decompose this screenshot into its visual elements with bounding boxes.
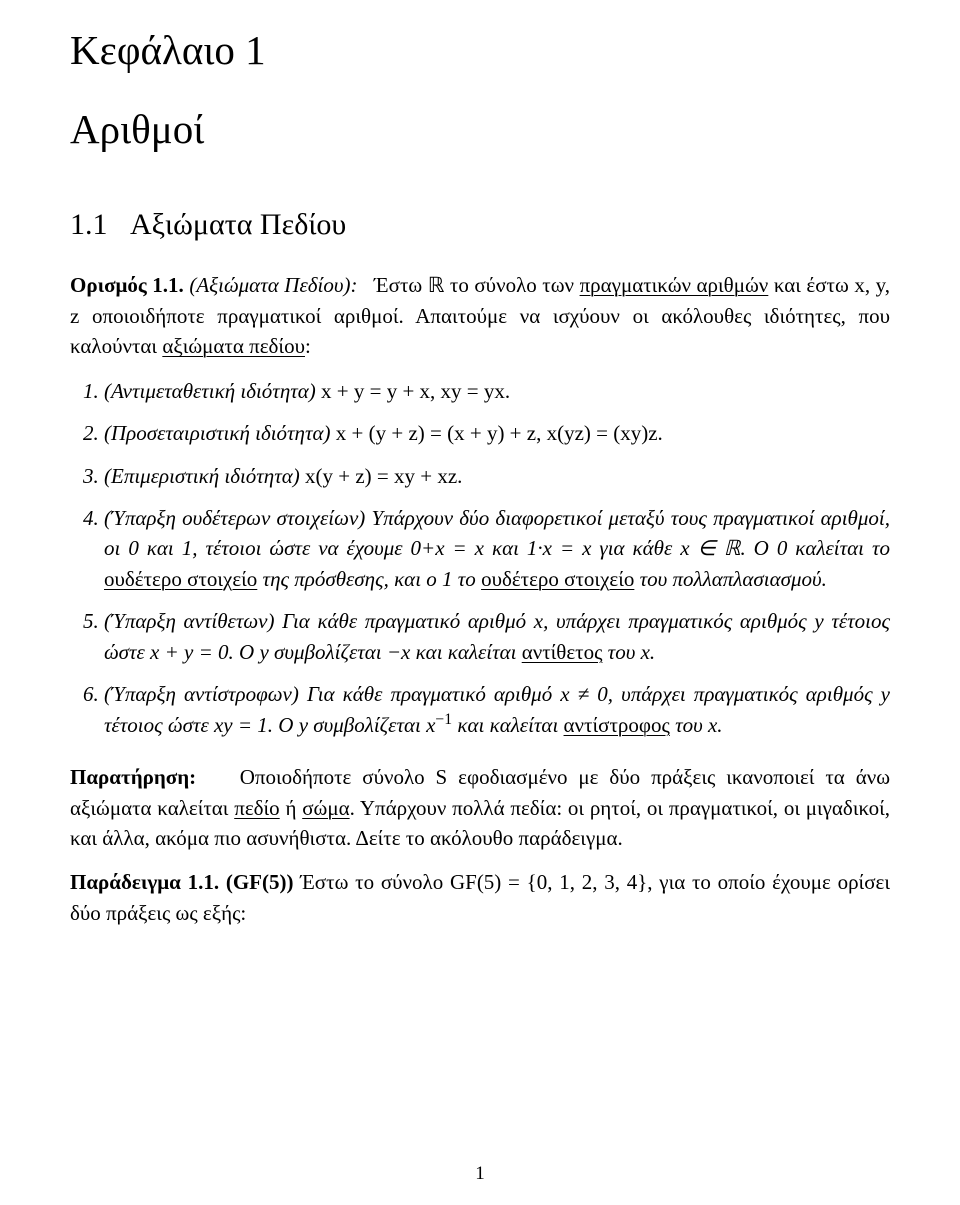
example-head: Παράδειγμα 1.1. (GF(5)) [70,870,293,894]
list-item: (Αντιμεταθετική ιδιότητα) x + y = y + x,… [104,376,890,406]
list-item: (Ύπαρξη αντίστροφων) Για κάθε πραγματικό… [104,679,890,740]
definition-head: Ορισμός 1.1. [70,273,184,297]
definition-underline-1: πραγματικών αριθμών [580,273,769,297]
definition-body-3: : [305,334,311,358]
definition-underline-2: αξιώματα πεδίου [162,334,305,358]
axiom-name: (Ύπαρξη ουδέτερων στοιχείων) [104,506,365,530]
axiom-text-c: του πολλαπλασιασμού. [634,567,827,591]
axiom-name: (Προσεταιριστική ιδιότητα) [104,421,331,445]
section-title: Αξιώματα Πεδίου [130,208,346,241]
axiom-name: (Αντιμεταθετική ιδιότητα) [104,379,316,403]
page: Κεφάλαιο 1 Αριθμοί 1.1 Αξιώματα Πεδίου Ο… [0,0,960,1205]
remark-underline-b: σώμα [302,796,349,820]
definition-paren: (Αξιώματα Πεδίου): [189,273,357,297]
definition-paragraph: Ορισμός 1.1. (Αξιώματα Πεδίου): Έστω ℝ τ… [70,270,890,361]
section-heading: 1.1 Αξιώματα Πεδίου [70,208,890,242]
axiom-text-b: και καλείται [452,713,563,737]
axiom-formula: x + y = y + x, xy = yx. [316,379,510,403]
axiom-list: (Αντιμεταθετική ιδιότητα) x + y = y + x,… [70,376,890,740]
axiom-name: (Ύπαρξη αντίστροφων) [104,682,299,706]
list-item: (Ύπαρξη ουδέτερων στοιχείων) Υπάρχουν δύ… [104,503,890,594]
remark-underline-a: πεδίο [234,796,279,820]
remark-head: Παρατήρηση: [70,765,196,789]
axiom-formula: x + (y + z) = (x + y) + z, x(yz) = (xy)z… [331,421,663,445]
list-item: (Ύπαρξη αντίθετων) Για κάθε πραγματικό α… [104,606,890,667]
example-paragraph: Παράδειγμα 1.1. (GF(5)) Έστω το σύνολο G… [70,867,890,928]
chapter-title: Αριθμοί [70,105,890,154]
axiom-text-b: του x. [602,640,655,664]
axiom-text-b: της πρόσθεσης, και ο 1 το [257,567,481,591]
list-item: (Επιμεριστική ιδιότητα) x(y + z) = xy + … [104,461,890,491]
remark-paragraph: Παρατήρηση: Οποιοδήποτε σύνολο S εφοδιασ… [70,762,890,853]
axiom-text-c: του x. [670,713,723,737]
page-number: 1 [0,1163,960,1185]
axiom-formula: x(y + z) = xy + xz. [300,464,463,488]
definition-body-1: Έστω ℝ το σύνολο των [374,273,580,297]
chapter-label: Κεφάλαιο 1 [70,26,890,75]
axiom-underline-a: αντίθετος [522,640,603,664]
axiom-name: (Ύπαρξη αντίθετων) [104,609,275,633]
axiom-underline-a: ουδέτερο στοιχείο [104,567,257,591]
list-item: (Προσεταιριστική ιδιότητα) x + (y + z) =… [104,418,890,448]
axiom-name: (Επιμεριστική ιδιότητα) [104,464,300,488]
section-number: 1.1 [70,208,108,241]
axiom-underline-a: αντίστροφος [564,713,670,737]
axiom-underline-b: ουδέτερο στοιχείο [481,567,634,591]
remark-text-b: ή [280,796,303,820]
axiom-sup: −1 [435,711,452,728]
